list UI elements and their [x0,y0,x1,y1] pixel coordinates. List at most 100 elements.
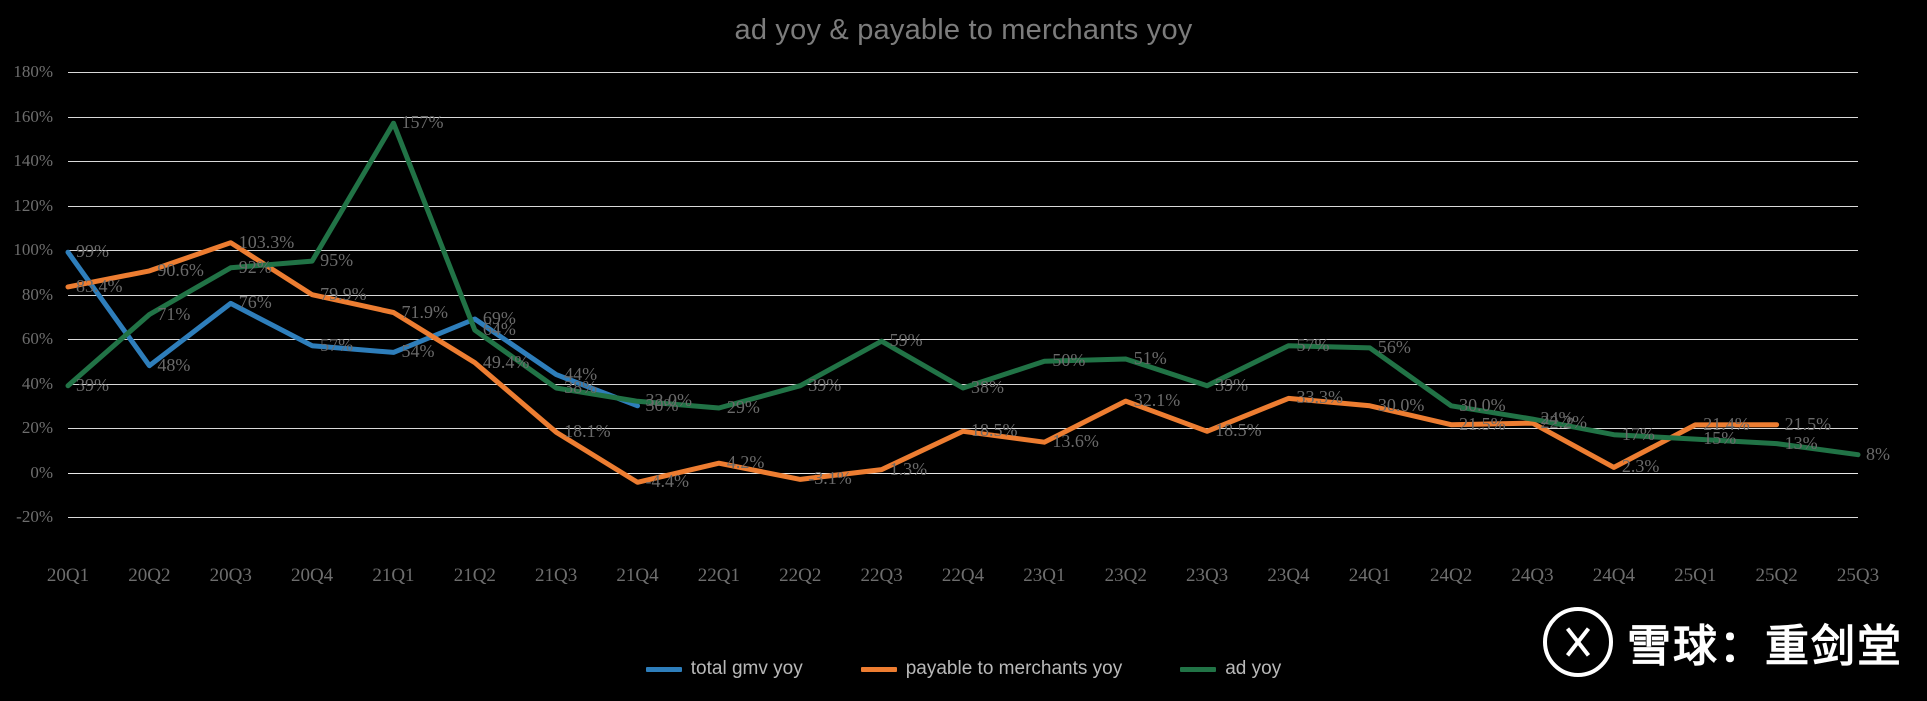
data-label: 18.5% [1215,420,1262,441]
legend-item[interactable]: ad yoy [1180,658,1281,680]
legend-item[interactable]: payable to merchants yoy [860,658,1123,680]
series-lines [65,120,1861,485]
data-label: 2.3% [1621,456,1660,477]
data-label: 59% [889,330,923,351]
data-label: 49.4% [482,351,530,372]
x-axis-tick: 20Q4 [290,565,334,586]
x-axis-tick: 23Q1 [1023,565,1066,586]
legend-item[interactable]: total gmv yoy [645,658,803,680]
y-axis-tick: 100% [13,240,53,259]
y-axis-tick: 60% [21,329,53,348]
data-label: 44% [564,363,598,384]
data-label: 103.3% [238,231,295,252]
x-axis-tick: 24Q2 [1430,565,1473,586]
data-label: 22.2% [1540,412,1588,433]
x-axis-tick: 23Q4 [1267,565,1310,586]
watermark-label: 雪球：重剑堂 [1627,621,1903,672]
data-label: 29% [726,396,760,417]
y-axis-tick: 40% [21,373,53,393]
x-axis-tick: 24Q1 [1348,565,1391,586]
data-label: 32.0% [645,390,693,411]
x-axis-tick: 20Q1 [46,565,90,586]
x-axis-tick: 25Q2 [1755,565,1798,586]
data-label: 21.5% [1784,413,1832,434]
data-label: 13% [1784,432,1818,453]
x-axis-tick: 25Q3 [1836,565,1880,586]
data-label: 76% [238,292,272,313]
data-label: 57% [320,334,354,355]
gridline [68,116,1858,118]
data-label: 54% [401,341,435,362]
data-label: 57% [1296,334,1330,355]
gridline [68,472,1858,474]
data-label: 30.0% [1459,394,1506,415]
y-axis-tick: 80% [21,284,53,304]
gridline [68,428,1858,429]
data-label: 1.3% [889,458,928,479]
x-axis-tick: 21Q4 [616,565,659,586]
legend-swatch-icon [860,666,897,672]
gridline [68,72,1858,73]
series-line [65,240,1780,485]
legend-swatch-icon [645,666,682,672]
gridline [68,205,1858,207]
x-axis-tick: 22Q3 [860,565,903,586]
gridline [68,517,1858,518]
gridline [68,383,1858,385]
legend-label: ad yoy [1225,658,1282,679]
y-axis-tick: 140% [13,151,53,170]
watermark: 雪球：重剑堂 [1543,607,1903,677]
data-label: 39% [1215,374,1249,395]
data-label: 32.1% [1133,390,1181,411]
legend-label: payable to merchants yoy [905,658,1123,679]
data-label: 92% [238,256,272,277]
x-axis-tick: 23Q2 [1104,565,1147,586]
x-axis-tick: 24Q3 [1511,565,1554,586]
x-axis-tick: 23Q3 [1185,565,1229,586]
data-label: 50% [1052,350,1086,371]
x-axis-tick: 25Q1 [1674,565,1717,586]
data-label: 38% [564,376,598,397]
series-line [65,120,1861,458]
y-axis-tick: 0% [30,462,53,482]
data-label: 99% [76,241,109,262]
y-axis-tick: -20% [16,507,53,526]
chart-title: ad yoy & payable to merchants yoy [734,14,1193,46]
y-axis-tick: 180% [13,62,53,81]
gridline [68,294,1858,296]
gridline [68,339,1858,340]
data-label: 21.5% [1459,413,1506,434]
data-label: 39% [76,374,109,395]
data-label: 24% [1540,408,1574,429]
data-label: 79.9% [320,283,367,304]
data-label: 15% [1703,428,1737,449]
data-label: 83.4% [76,275,123,296]
data-label: 18.1% [564,421,611,442]
data-label: 30.0% [1377,394,1425,415]
data-label: -3.1% [808,468,852,489]
data-label: 157% [401,112,444,133]
x-axis-tick: 22Q2 [779,565,822,586]
data-label: 8% [1866,443,1890,464]
data-label: 17% [1621,423,1655,444]
data-label: 95% [320,250,354,271]
data-label: 56% [1377,336,1411,357]
snowball-logo-icon [1543,607,1613,677]
chart-legend: total gmv yoy payable to merchants yoy ad … [0,658,1927,680]
x-axis-tick: 24Q4 [1592,565,1636,586]
gridline [68,250,1858,251]
y-axis-tick: 120% [13,195,53,215]
data-label: 21.4% [1703,413,1750,434]
data-label: 71.9% [401,301,448,322]
x-axis-tick: 22Q1 [697,565,741,586]
data-label: 51% [1133,348,1167,369]
x-axis-tick: 20Q3 [209,565,252,586]
data-label: 4.2% [726,452,765,473]
x-axis-tick: 21Q2 [453,565,496,586]
gridline [68,161,1858,162]
data-label: 71% [157,303,191,324]
x-axis-tick: 20Q2 [128,565,171,586]
data-label: -4.4% [645,471,690,492]
